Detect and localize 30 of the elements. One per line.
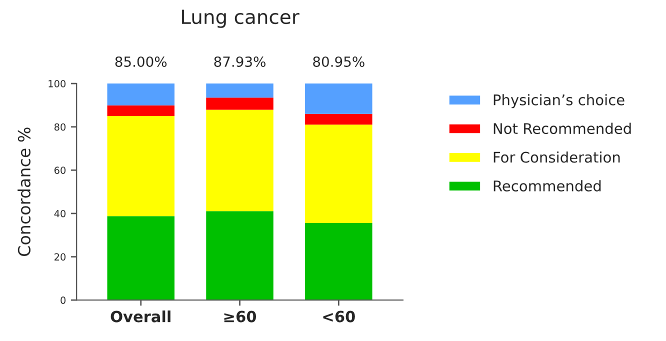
y-tick-label: 80 (54, 123, 66, 131)
x-tick-label: ≥60 (224, 310, 256, 322)
y-tick-label: 100 (48, 80, 66, 88)
bar (305, 222, 372, 300)
bar (206, 110, 274, 212)
annotation: 85.00% (115, 56, 167, 67)
annotation: 80.95% (313, 56, 364, 67)
bar (305, 84, 372, 114)
bar (107, 216, 174, 300)
x-tick-label: <60 (323, 310, 355, 322)
bar (206, 84, 274, 98)
bar (107, 116, 174, 216)
annotation: 87.93% (214, 56, 266, 67)
bar (206, 211, 274, 300)
y-tick-label: 20 (54, 253, 66, 261)
bar (206, 98, 274, 110)
legend-label: For Consideration (494, 151, 620, 163)
bar (305, 124, 372, 223)
legend-label: Recommended (494, 180, 601, 192)
y-tick-label: 60 (54, 166, 66, 174)
x-tick-label: Overall (110, 310, 170, 322)
chart-title: Lung cancer (182, 10, 300, 28)
bar (305, 114, 372, 125)
legend-label: Not Recommended (494, 122, 631, 134)
y-tick-label: 0 (60, 296, 66, 304)
legend-label: Physician’s choice (494, 94, 624, 108)
y-tick-label: 40 (54, 210, 66, 218)
bar (107, 105, 174, 116)
y-axis-title: Concordance % (18, 128, 30, 256)
bar (107, 84, 174, 106)
